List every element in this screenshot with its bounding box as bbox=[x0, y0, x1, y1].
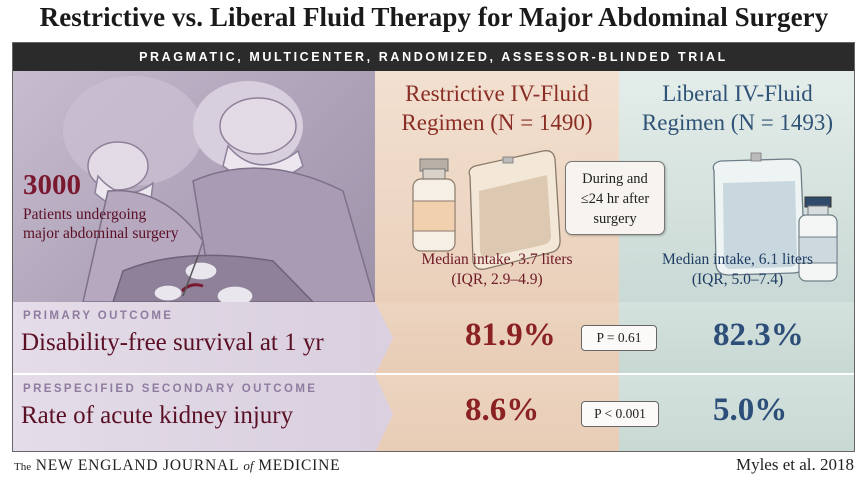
vial-icon bbox=[412, 158, 456, 252]
patient-count: 3000 bbox=[23, 169, 81, 201]
journal-the: The bbox=[14, 461, 32, 473]
timing-line3: surgery bbox=[593, 211, 637, 227]
liberal-arm-panel: Liberal IV-Fluid Regimen (N = 1493) Medi… bbox=[619, 71, 854, 302]
iv-bag-icon bbox=[468, 150, 561, 270]
restrictive-result: 8.6% bbox=[465, 392, 540, 428]
liberal-intake: Median intake, 6.1 liters (IQR, 5.0–7.4) bbox=[619, 250, 854, 290]
liberal-arm-title: Liberal IV-Fluid Regimen (N = 1493) bbox=[619, 79, 854, 137]
row-chevron bbox=[375, 375, 393, 451]
restrictive-result: 81.9% bbox=[465, 317, 556, 353]
journal-name-part1: NEW ENGLAND JOURNAL bbox=[35, 457, 239, 474]
p-value-badge: P < 0.001 bbox=[581, 401, 659, 427]
vial-icon bbox=[798, 196, 838, 282]
liberal-intake-line1: Median intake, 6.1 liters bbox=[661, 251, 814, 268]
restrictive-intake-line2: (IQR, 2.9–4.9) bbox=[451, 271, 543, 288]
timing-callout: During and ≤24 hr after surgery bbox=[565, 161, 665, 235]
citation: Myles et al. 2018 bbox=[735, 455, 854, 474]
journal-of: of bbox=[243, 458, 254, 473]
outcome-label: Rate of acute kidney injury bbox=[21, 402, 294, 429]
restrictive-title-line1: Restrictive IV-Fluid bbox=[405, 81, 589, 106]
outcome-label: Disability-free survival at 1 yr bbox=[21, 329, 324, 356]
timing-line1: During and bbox=[582, 171, 648, 187]
restrictive-intake-line1: Median intake, 3.7 liters bbox=[421, 251, 573, 268]
restrictive-fluid-illustration bbox=[412, 150, 561, 270]
outcome-kicker: PRESPECIFIED SECONDARY OUTCOME bbox=[23, 383, 318, 395]
secondary-outcome-row: PRESPECIFIED SECONDARY OUTCOME Rate of a… bbox=[13, 375, 854, 451]
iv-bag-icon bbox=[712, 152, 806, 276]
liberal-result: 82.3% bbox=[713, 317, 804, 353]
trial-design-banner: PRAGMATIC, MULTICENTER, RANDOMIZED, ASSE… bbox=[13, 43, 854, 71]
liberal-value-cell bbox=[619, 302, 854, 375]
population-panel: 3000 Patients undergoing major abdominal… bbox=[13, 71, 375, 302]
timing-line2: ≤24 hr after bbox=[580, 191, 650, 207]
restrictive-arm-panel: Restrictive IV-Fluid Regimen (N = 1490) … bbox=[375, 71, 619, 302]
outcome-label-box: PRIMARY OUTCOME Disability-free survival… bbox=[13, 302, 375, 375]
liberal-title-line1: Liberal IV-Fluid bbox=[662, 81, 813, 106]
outcome-kicker: PRIMARY OUTCOME bbox=[23, 310, 174, 322]
patient-description: Patients undergoing major abdominal surg… bbox=[23, 206, 179, 242]
restrictive-intake: Median intake, 3.7 liters (IQR, 2.9–4.9) bbox=[375, 250, 619, 290]
restrictive-arm-title: Restrictive IV-Fluid Regimen (N = 1490) bbox=[375, 79, 619, 137]
liberal-intake-line2: (IQR, 5.0–7.4) bbox=[691, 271, 784, 288]
surgery-illustration bbox=[63, 76, 375, 302]
liberal-title-line2: Regimen (N = 1493) bbox=[641, 110, 834, 135]
infographic-frame: PRAGMATIC, MULTICENTER, RANDOMIZED, ASSE… bbox=[12, 42, 855, 452]
liberal-fluid-illustration bbox=[712, 152, 838, 282]
restrictive-title-line2: Regimen (N = 1490) bbox=[401, 110, 593, 135]
restrictive-value-cell bbox=[375, 375, 619, 451]
row-chevron bbox=[375, 302, 393, 375]
journal-logo: The NEW ENGLAND JOURNAL of MEDICINE bbox=[14, 457, 340, 475]
liberal-result: 5.0% bbox=[713, 392, 788, 428]
primary-outcome-row: PRIMARY OUTCOME Disability-free survival… bbox=[13, 302, 854, 375]
figure-title: Restrictive vs. Liberal Fluid Therapy fo… bbox=[39, 2, 829, 32]
outcome-label-box: PRESPECIFIED SECONDARY OUTCOME Rate of a… bbox=[13, 375, 375, 451]
p-value-badge: P = 0.61 bbox=[581, 325, 657, 351]
restrictive-value-cell bbox=[375, 302, 619, 375]
journal-name-part2: MEDICINE bbox=[258, 457, 341, 474]
